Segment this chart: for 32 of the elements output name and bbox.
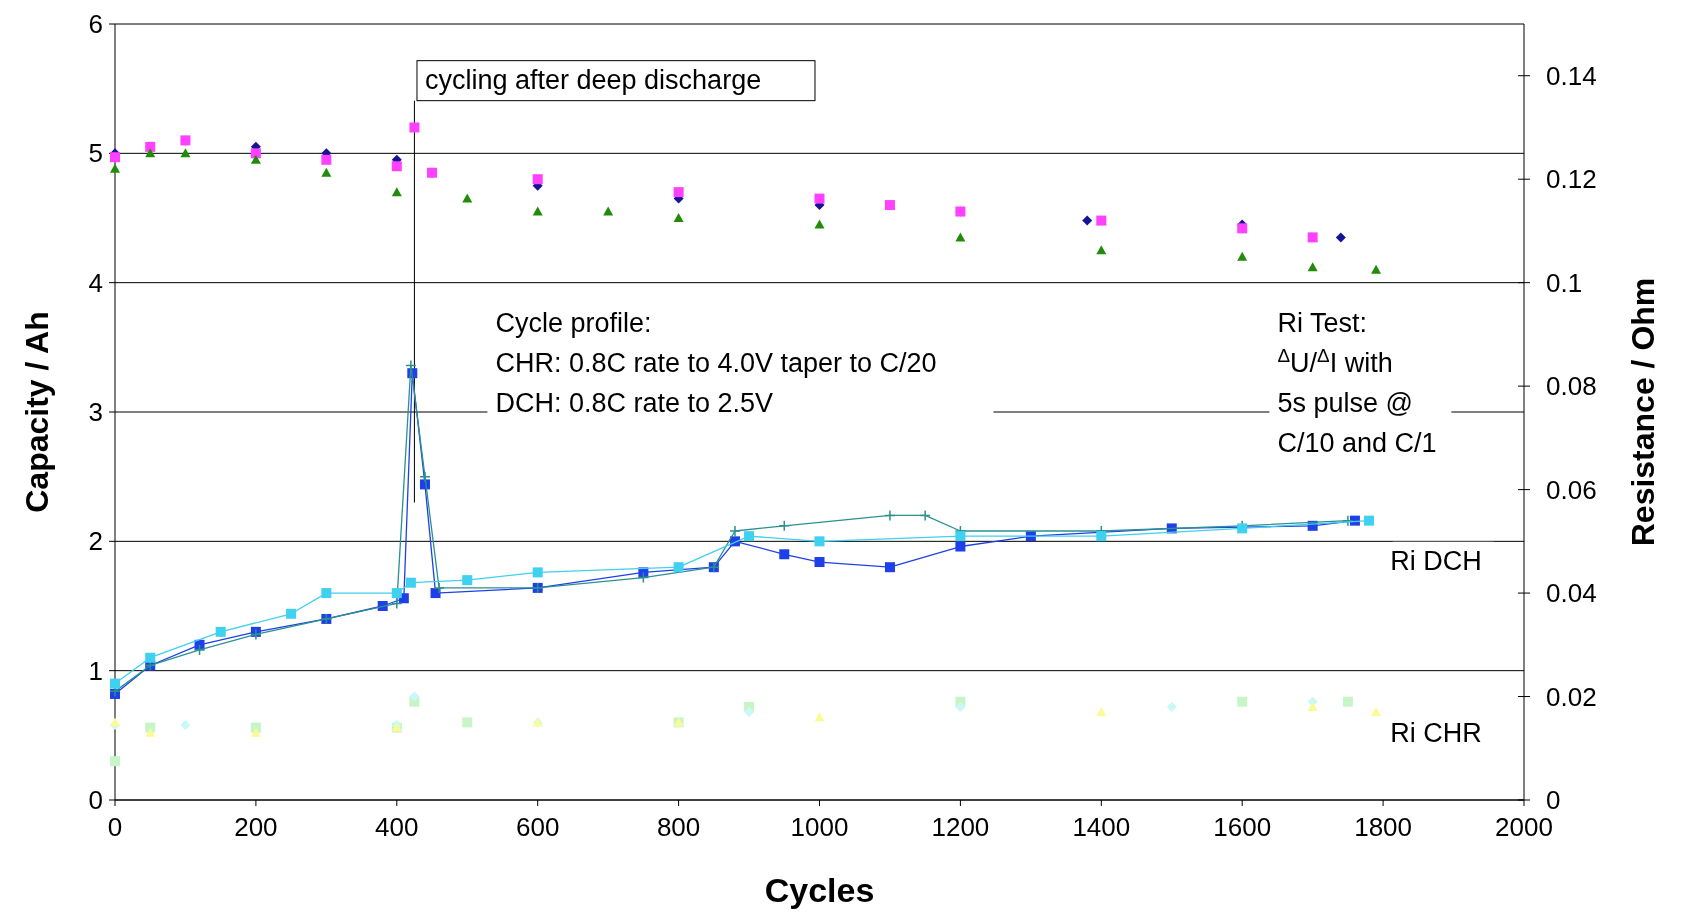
y-tick-label: 2 [88,526,103,557]
y-tick-label: 4 [88,267,103,298]
x-tick-label: 1800 [1354,812,1413,842]
annotation: Ri Test: $^{Δ}$U/$^{Δ}$I with 5s pulse @ C/10 and C/1 [1277,307,1437,458]
y-tick-label: 5 [88,138,103,169]
annotation: Ri CHR [1390,717,1482,748]
y2-tick-label: 0.04 [1546,578,1597,609]
y2-tick-label: 0.06 [1546,474,1597,505]
y-tick-label: 0 [88,785,103,816]
x-tick-label: 600 [516,812,560,842]
y-tick-label: 6 [88,9,103,40]
y2-tick-label: 0.08 [1546,371,1597,402]
annotation: Cycle profile: CHR: 0.8C rate to 4.0V taper to C/20 DCH: 0.8C rate to 2.5V [495,307,937,418]
x-tick-label: 800 [656,812,701,842]
x-tick-label: 1200 [931,812,990,842]
y2-axis-title: Resistance / Ohm [1625,277,1661,547]
y-tick-label: 1 [88,655,103,686]
x-tick-label: 1000 [790,812,849,842]
y-axis-title: Capacity / Ah [19,311,55,513]
y-tick-label: 3 [88,397,103,428]
y2-tick-label: 0.1 [1546,267,1583,298]
x-tick-label: 1400 [1072,812,1131,842]
annotation: cycling after deep discharge [424,64,762,95]
x-tick-label: 0 [107,812,123,842]
y2-tick-label: 0.02 [1546,681,1597,712]
x-tick-label: 1600 [1213,812,1272,842]
y2-tick-label: 0.12 [1546,164,1597,195]
x-axis-title: Cycles [764,871,875,909]
x-tick-label: 400 [375,812,419,842]
annotation: Ri DCH [1390,545,1482,576]
y2-tick-label: 0.14 [1546,60,1597,91]
x-tick-label: 200 [234,812,278,842]
